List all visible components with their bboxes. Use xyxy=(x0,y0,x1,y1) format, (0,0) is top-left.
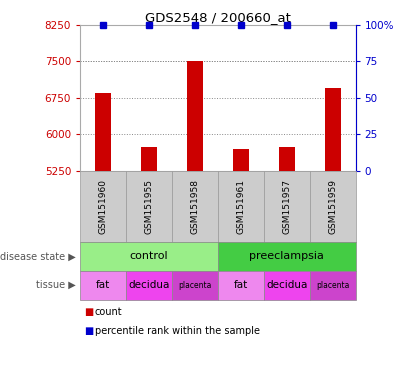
Text: placenta: placenta xyxy=(316,281,349,290)
Text: GSM151957: GSM151957 xyxy=(282,179,291,234)
Bar xyxy=(141,147,157,171)
Title: GDS2548 / 200660_at: GDS2548 / 200660_at xyxy=(145,11,291,24)
Text: GSM151958: GSM151958 xyxy=(190,179,199,234)
Bar xyxy=(325,88,341,171)
Text: decidua: decidua xyxy=(266,280,307,290)
Text: disease state ▶: disease state ▶ xyxy=(0,251,76,262)
Text: fat: fat xyxy=(96,280,110,290)
Text: GSM151959: GSM151959 xyxy=(328,179,337,234)
Text: preeclampsia: preeclampsia xyxy=(249,251,324,262)
Text: fat: fat xyxy=(233,280,248,290)
Bar xyxy=(95,93,111,171)
Text: tissue ▶: tissue ▶ xyxy=(36,280,76,290)
Bar xyxy=(279,147,295,171)
Text: placenta: placenta xyxy=(178,281,212,290)
Text: decidua: decidua xyxy=(128,280,170,290)
Text: GSM151960: GSM151960 xyxy=(99,179,108,234)
Text: ■: ■ xyxy=(84,307,94,317)
Text: control: control xyxy=(130,251,168,262)
Text: ■: ■ xyxy=(84,326,94,336)
Bar xyxy=(187,61,203,171)
Bar xyxy=(233,149,249,171)
Text: count: count xyxy=(95,307,122,317)
Text: GSM151961: GSM151961 xyxy=(236,179,245,234)
Text: GSM151955: GSM151955 xyxy=(145,179,153,234)
Text: percentile rank within the sample: percentile rank within the sample xyxy=(95,326,259,336)
